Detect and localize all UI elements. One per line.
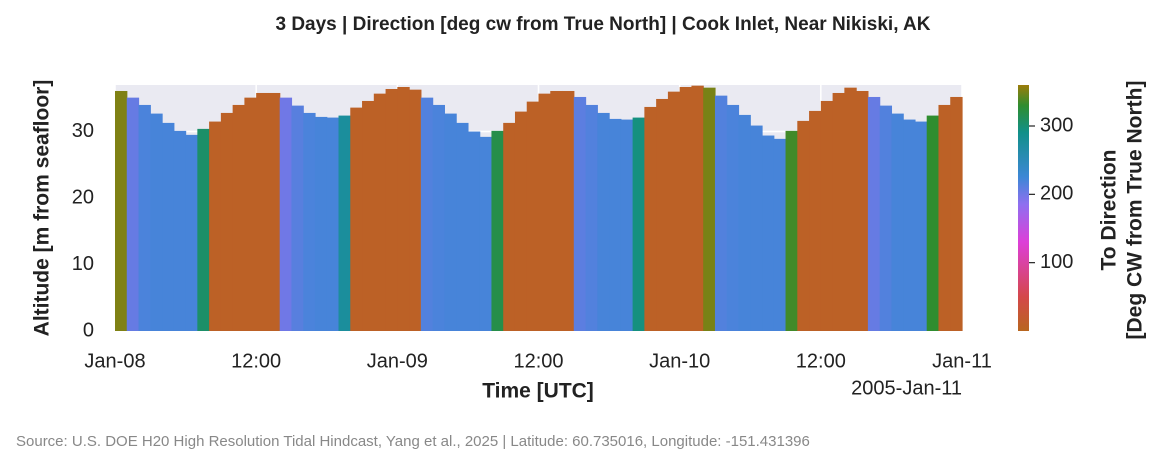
heat-column [891,113,904,331]
y-tick-label: 0 [83,319,94,341]
heat-column [797,120,810,331]
x-tick-label: 12:00 [796,350,846,372]
heat-column [256,92,269,331]
heat-column [714,95,728,331]
x-tick-label: Jan-11 [932,350,992,372]
x-tick-label: 12:00 [231,350,281,372]
heat-column [409,89,422,331]
heat-column [314,116,328,331]
heat-column [173,130,187,331]
heat-column [267,92,281,331]
heat-column [573,96,587,332]
heat-column [397,86,410,331]
heat-column [879,105,893,331]
heat-column [432,104,445,331]
x-tick-label: Jan-10 [649,350,710,372]
heat-column [362,100,375,331]
heat-column [338,115,351,331]
heat-column [514,111,528,331]
colorbar-tick-label: 100 [1040,251,1073,273]
heat-column [856,90,869,331]
source-note: Source: U.S. DOE H20 High Resolution Tid… [16,433,810,450]
heat-column [656,98,669,332]
heat-column [738,114,751,332]
heat-column [385,88,398,331]
y-axis-label: Altitude [m from seafloor] [31,80,54,337]
heat-column [597,112,610,332]
heat-column [585,104,598,331]
heat-column [232,104,246,331]
x-tick-label: Jan-09 [367,350,428,372]
heat-column [479,136,493,331]
heat-column [926,115,940,331]
heat-column [867,96,881,332]
heat-column [950,96,963,332]
heat-column [467,131,481,331]
heat-column [244,97,257,331]
heat-column [326,117,340,332]
heat-column [503,122,516,331]
heat-column [609,118,622,331]
heat-column [220,112,234,332]
y-tick-label: 20 [72,186,94,208]
heat-column [197,128,210,331]
heat-column [550,90,563,331]
date-annotation: 2005-Jan-11 [851,377,962,399]
heat-column [126,97,140,331]
chart-title: 3 Days | Direction [deg cw from True Nor… [275,14,930,35]
colorbar [1018,85,1029,331]
heat-column [291,105,304,331]
heat-column [914,121,928,331]
x-axis-label: Time [UTC] [482,380,594,403]
colorbar-tick-label: 200 [1040,183,1073,205]
heat-column [832,92,845,331]
heat-column [279,97,293,331]
colorbar-tick-label: 300 [1040,114,1073,136]
heat-column [185,134,198,331]
heat-column [491,130,504,331]
x-tick-label: 12:00 [513,350,563,372]
heat-column [750,125,763,331]
heat-column [538,93,551,331]
heat-column [373,93,387,331]
heat-column [679,86,693,331]
heat-column [644,106,657,331]
heat-column [844,87,857,332]
heat-column [303,112,316,332]
heat-column [562,90,575,331]
heat-column [726,104,740,331]
x-tick-label: Jan-08 [84,350,145,372]
heat-column [162,122,175,331]
y-tick-label: 10 [72,253,94,275]
y-tick-label: 30 [72,120,94,142]
heat-column [456,122,469,331]
colorbar-label: [Deg CW from True North] [1124,81,1147,340]
heat-column [115,90,128,331]
heat-column [209,121,222,331]
heat-column [938,104,951,331]
heat-column [820,100,834,331]
heat-column [632,117,645,332]
heat-column [903,119,916,332]
heat-column [620,119,634,332]
heat-column [773,138,787,331]
colorbar-label: To Direction [1098,150,1121,271]
heat-column [150,113,163,331]
heat-column [809,110,822,331]
heat-column [526,101,540,332]
heat-column [667,91,681,331]
heat-column [350,107,363,331]
heat-column [703,87,716,332]
heat-column [138,104,151,331]
heat-column [691,85,704,332]
heat-column [420,97,434,331]
heat-column [444,113,457,331]
heat-column [785,130,798,331]
heat-column [762,135,775,331]
